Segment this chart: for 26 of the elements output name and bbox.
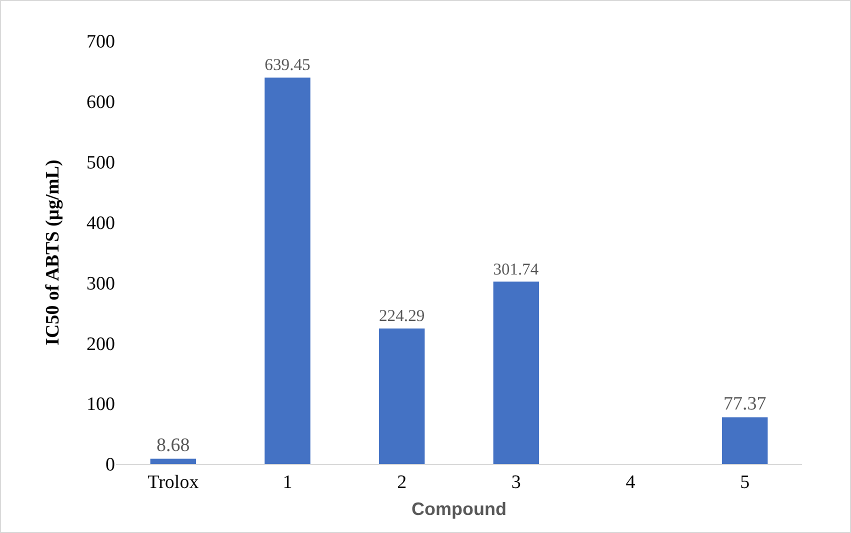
y-tick-label: 400 [86,212,115,234]
y-tick-label: 300 [86,273,115,294]
x-tick-label: 1 [282,472,292,493]
x-axis-title: Compound [412,498,506,519]
bar [722,417,768,464]
data-label: 639.45 [264,55,310,74]
x-tick-label: 2 [397,472,407,493]
x-tick-label: Trolox [148,472,200,493]
data-label: 224.29 [378,306,425,326]
data-label: 301.74 [493,259,539,278]
bar [264,78,310,464]
y-tick-label: 0 [106,454,115,476]
y-tick-label: 600 [86,92,115,114]
data-label: 77.37 [723,393,766,414]
x-tick-label: 4 [626,472,636,493]
y-tick-label: 700 [86,32,115,53]
y-axis-title: IC50 of ABTS (µg/mL) [42,160,64,346]
y-tick-label: 100 [86,394,115,416]
bar [493,282,540,464]
x-tick-label: 3 [511,472,521,493]
y-tick-label: 500 [86,152,115,174]
x-tick-label: 5 [740,472,750,493]
bar [378,328,425,464]
y-tick-label: 200 [86,334,115,355]
bar [150,458,196,464]
data-label: 8.68 [156,434,190,456]
